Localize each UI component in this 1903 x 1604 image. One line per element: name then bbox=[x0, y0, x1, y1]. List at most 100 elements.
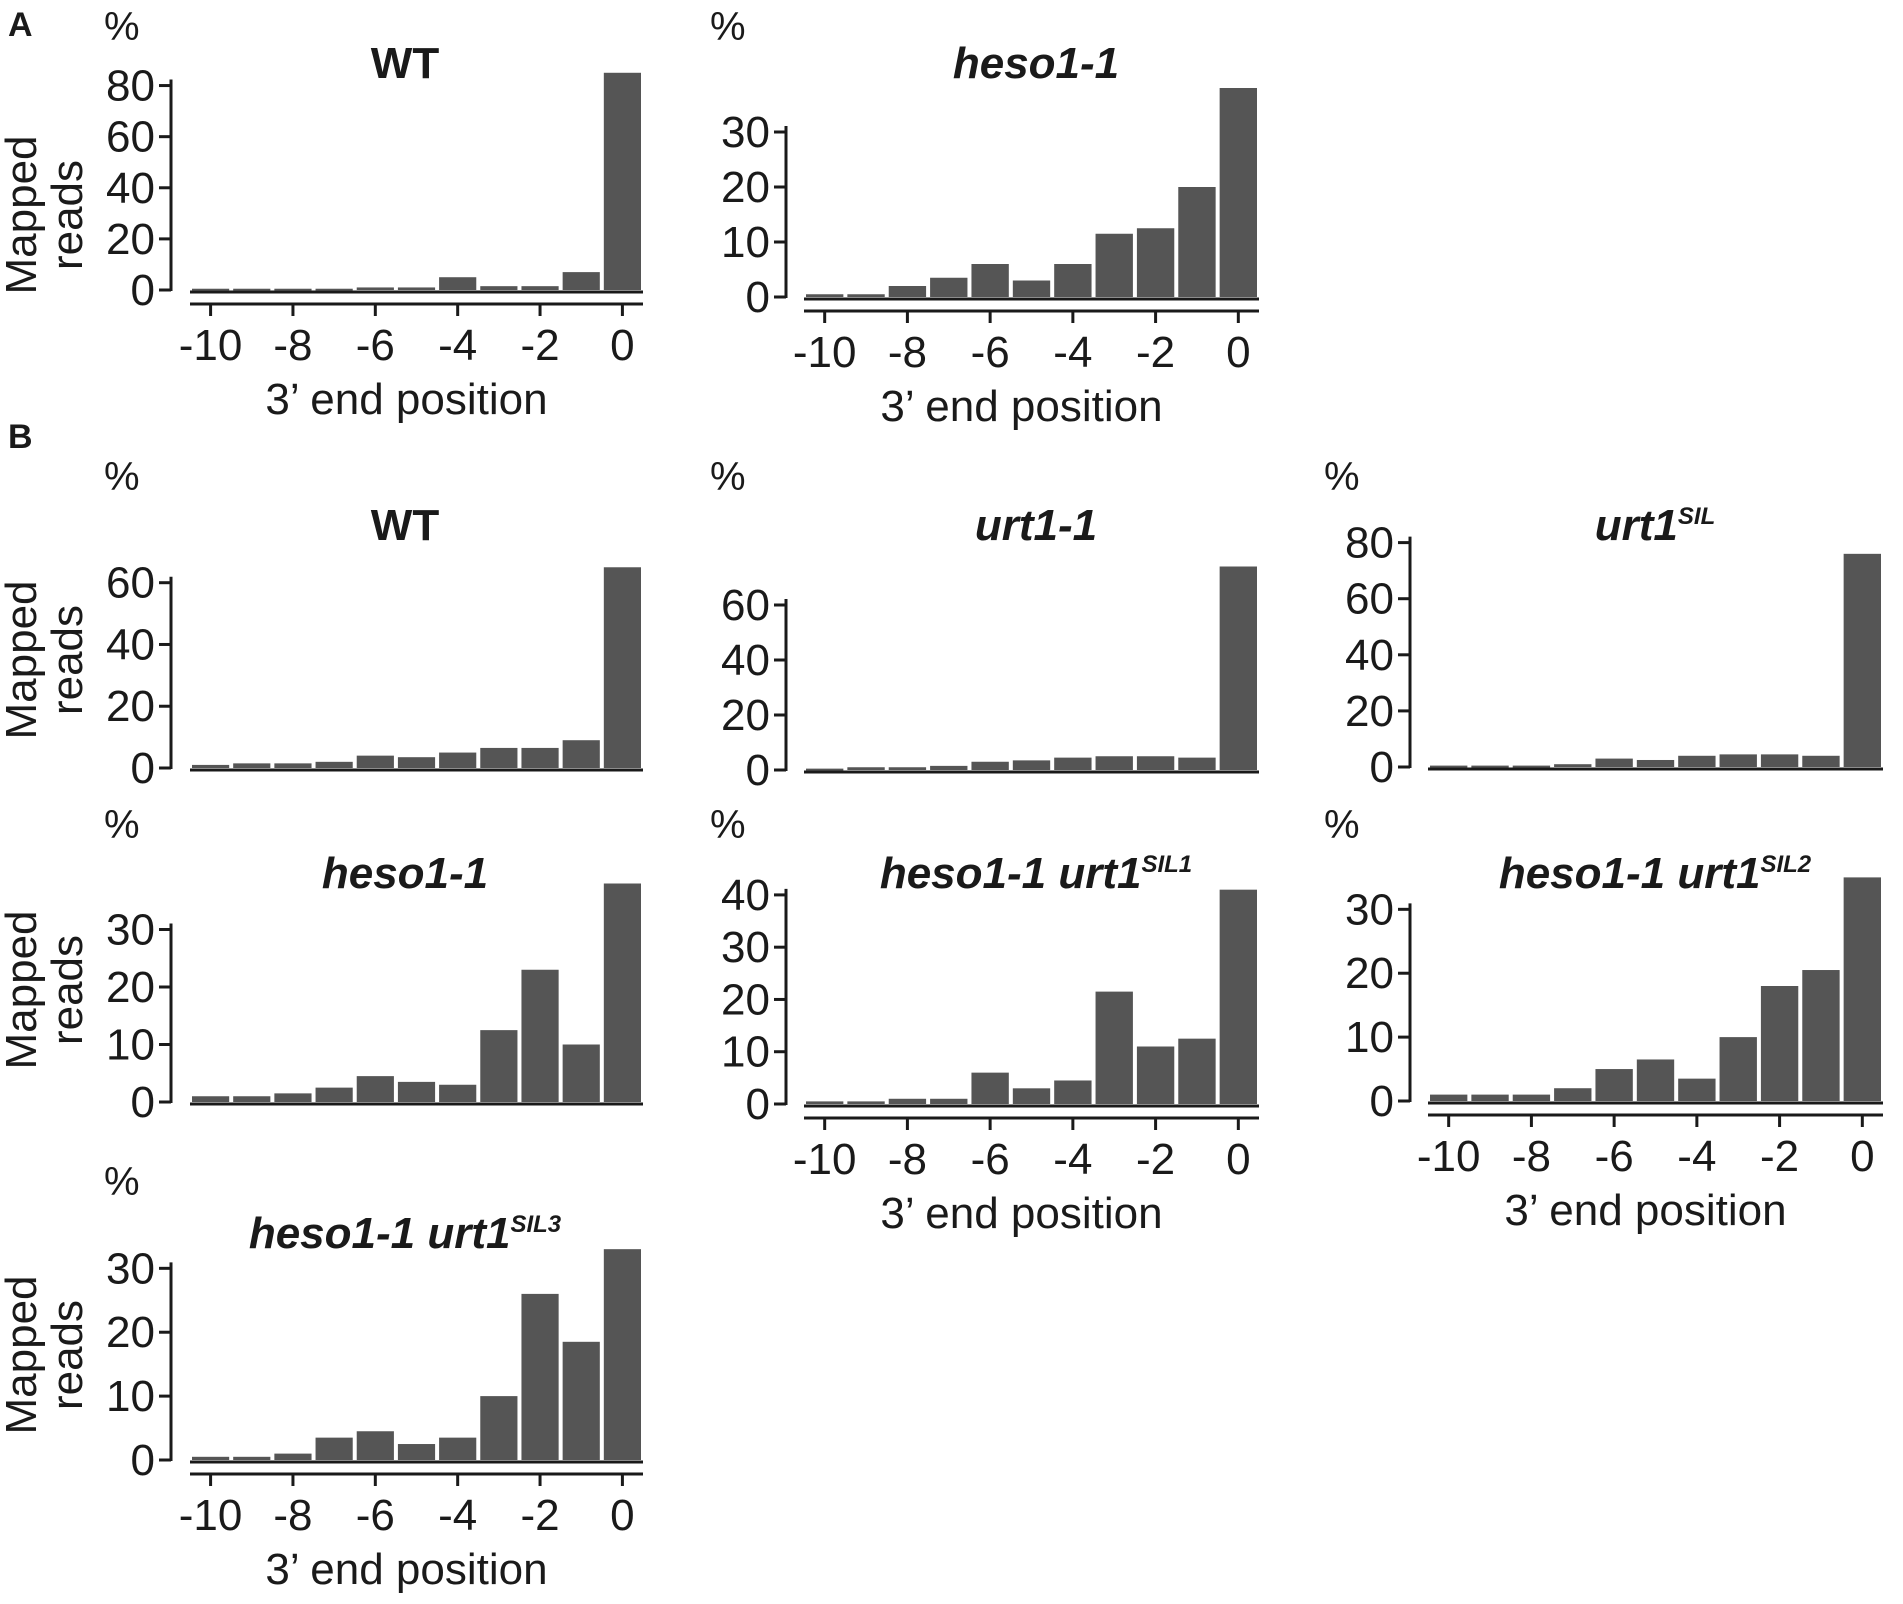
panel-letter-a: A bbox=[8, 6, 33, 44]
bar bbox=[480, 1396, 518, 1460]
x-axis-title: 3’ end position bbox=[880, 1189, 1162, 1238]
x-tick-label: -2 bbox=[1136, 1135, 1175, 1184]
chart-title: heso1-1 urt1SIL2 bbox=[1499, 849, 1812, 898]
bar bbox=[806, 1101, 844, 1104]
y-tick-label: 30 bbox=[106, 1244, 155, 1293]
bar bbox=[480, 747, 518, 768]
bar bbox=[1595, 1069, 1633, 1101]
y-axis-title-line: reads bbox=[43, 1300, 92, 1410]
y-tick-label: 60 bbox=[1345, 575, 1394, 624]
y-tick-label: 30 bbox=[721, 923, 770, 972]
bar bbox=[233, 763, 271, 768]
bar bbox=[315, 1437, 353, 1460]
chart-title-text: urt1-1 bbox=[975, 501, 1097, 550]
x-tick-label: 0 bbox=[610, 321, 634, 370]
x-tick-label: -4 bbox=[1677, 1132, 1716, 1181]
bar bbox=[1012, 1088, 1051, 1104]
bar bbox=[847, 294, 885, 297]
x-axis-title: 3’ end position bbox=[880, 382, 1162, 431]
x-tick-label: -4 bbox=[1053, 328, 1092, 377]
bar bbox=[1219, 88, 1257, 297]
y-tick-label: 20 bbox=[721, 163, 770, 212]
bar bbox=[521, 969, 559, 1102]
chart-8: 0 10 20 30 -10 -8 -6 -4 -2 0 3’ end position% heso1… bbox=[1324, 803, 1883, 1235]
x-tick-label: -4 bbox=[438, 321, 477, 370]
x-tick-label: 0 bbox=[610, 1491, 634, 1540]
bar bbox=[1219, 566, 1257, 770]
bar bbox=[562, 272, 600, 290]
y-tick-label: 20 bbox=[721, 975, 770, 1024]
bar bbox=[1512, 1094, 1551, 1101]
chart-title-text: urt1 bbox=[1595, 501, 1678, 550]
bar bbox=[274, 288, 312, 291]
x-tick-label: -4 bbox=[1053, 1135, 1092, 1184]
bar bbox=[971, 761, 1009, 770]
bar bbox=[521, 747, 559, 768]
bar bbox=[603, 1249, 641, 1460]
y-tick-label: 20 bbox=[1345, 949, 1394, 998]
bar bbox=[847, 767, 885, 770]
x-tick-label: -2 bbox=[1760, 1132, 1799, 1181]
bar bbox=[1054, 1080, 1092, 1104]
bar bbox=[1636, 1059, 1675, 1101]
y-tick-label: 40 bbox=[1345, 631, 1394, 680]
chart-9: 0 10 20 30 -10 -8 -6 -4 -2 0 3’ end position% heso1… bbox=[0, 1160, 643, 1594]
y-tick-label: 0 bbox=[746, 746, 770, 795]
y-unit-label: % bbox=[1324, 455, 1360, 499]
bar bbox=[1012, 760, 1051, 770]
bar bbox=[1843, 877, 1881, 1101]
bar bbox=[397, 1444, 436, 1460]
bar bbox=[356, 287, 394, 290]
bar bbox=[1095, 756, 1133, 770]
y-tick-label: 0 bbox=[131, 744, 155, 793]
chart-title: urt1-1 bbox=[975, 501, 1097, 550]
chart-title-superscript: SIL2 bbox=[1760, 851, 1811, 878]
bar bbox=[480, 286, 518, 290]
y-tick-label: 0 bbox=[746, 273, 770, 322]
x-tick-label: -10 bbox=[793, 1135, 857, 1184]
x-tick-label: -8 bbox=[273, 321, 312, 370]
bar bbox=[930, 1098, 968, 1104]
bar bbox=[930, 277, 968, 297]
y-tick-label: 0 bbox=[131, 266, 155, 315]
y-tick-label: 10 bbox=[106, 1021, 155, 1070]
bar bbox=[356, 1076, 394, 1102]
x-tick-label: -10 bbox=[793, 328, 857, 377]
bar bbox=[1136, 1046, 1175, 1104]
bar bbox=[274, 763, 312, 768]
chart-title-text: heso1-1 bbox=[953, 39, 1119, 88]
bar bbox=[356, 755, 394, 768]
panel-letter-b: B bbox=[8, 418, 33, 456]
bar bbox=[603, 883, 641, 1102]
bar bbox=[1095, 233, 1133, 297]
bar bbox=[1719, 754, 1757, 767]
x-tick-label: -6 bbox=[971, 1135, 1010, 1184]
y-tick-label: 60 bbox=[106, 113, 155, 162]
bar bbox=[1554, 764, 1592, 767]
bar bbox=[521, 286, 559, 290]
chart-title: heso1-1 urt1SIL1 bbox=[880, 849, 1192, 898]
bar bbox=[439, 752, 477, 768]
y-tick-label: 60 bbox=[721, 581, 770, 630]
bar bbox=[1012, 280, 1051, 297]
bar bbox=[806, 768, 844, 771]
bar bbox=[888, 286, 927, 297]
x-tick-label: -2 bbox=[520, 321, 559, 370]
y-axis-title-line: reads bbox=[43, 160, 92, 270]
bar bbox=[233, 1456, 271, 1460]
x-tick-label: -2 bbox=[520, 1491, 559, 1540]
chart-title-superscript: SIL3 bbox=[510, 1211, 561, 1238]
y-tick-label: 10 bbox=[721, 1028, 770, 1077]
bar bbox=[356, 1431, 394, 1460]
bar bbox=[233, 1096, 271, 1102]
bar bbox=[1054, 264, 1092, 297]
bar bbox=[1512, 765, 1551, 768]
bar bbox=[1471, 765, 1509, 768]
bar bbox=[1471, 1094, 1509, 1101]
x-tick-label: 0 bbox=[1850, 1132, 1874, 1181]
x-tick-label: 0 bbox=[1226, 328, 1250, 377]
y-unit-label: % bbox=[104, 1160, 140, 1204]
y-tick-label: 80 bbox=[106, 62, 155, 111]
